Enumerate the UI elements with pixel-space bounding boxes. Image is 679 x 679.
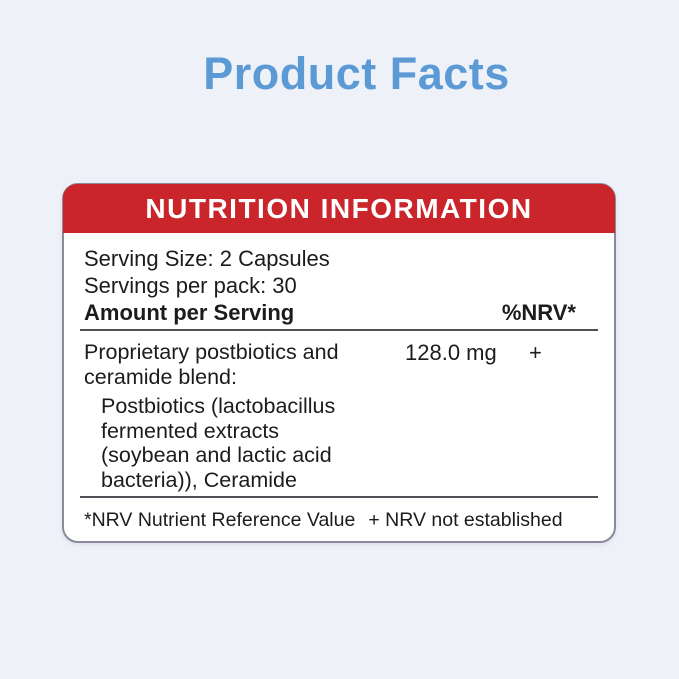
blend-name: Proprietary postbiotics and ceramide ble… [84,340,405,390]
ingredients-line-2: fermented extracts [101,418,280,443]
blend-nrv-symbol: + [529,340,542,365]
ingredients-line-3: (soybean and lactic acid [101,443,332,467]
amount-per-serving-header: Amount per Serving [84,300,295,325]
nutrition-label-body: Serving Size: 2 Capsules Servings per pa… [64,233,614,532]
ingredients-line-1: Postbiotics (lactobacillus [101,394,336,418]
amount-header-row: Amount per Serving %NRV* [84,299,598,326]
ingredients-line-4: bacteria)), Ceramide [101,467,297,492]
blend-row: Proprietary postbiotics and ceramide ble… [84,340,598,390]
footnote-nrv-not-established: + NRV not established [368,509,563,531]
blend-ingredients: Postbiotics (lactobacillus fermented ext… [101,394,598,492]
nutrition-label-header-title: NUTRITION INFORMATION [145,192,533,224]
serving-size-line: Serving Size: 2 Capsules [84,246,330,271]
servings-per-pack-line: Servings per pack: 30 [84,273,297,298]
footnote-nrv-definition: *NRV Nutrient Reference Value [84,509,356,531]
page-title: Product Facts [203,48,510,99]
nrv-column-header: %NRV* [501,300,576,325]
nutrition-label-header: NUTRITION INFORMATION [63,184,615,233]
nutrition-label-card: NUTRITION INFORMATION Serving Size: 2 Ca… [62,183,616,543]
blend-name-line-2: ceramide blend: [84,365,237,389]
blend-amount-value: 128.0 mg [405,340,497,365]
divider-bottom [80,496,598,498]
divider-top [80,329,598,331]
footnotes-row: *NRV Nutrient Reference Value + NRV not … [84,508,598,532]
blend-name-line-1: Proprietary postbiotics and [84,340,339,364]
